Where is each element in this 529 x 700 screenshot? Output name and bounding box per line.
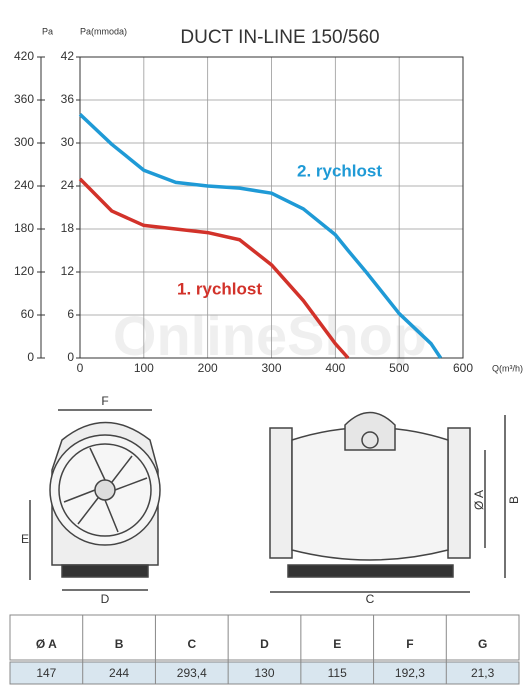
table-cell: 244 (109, 666, 129, 680)
y-tick-label: 0 (27, 350, 34, 364)
table-header: B (115, 637, 124, 651)
front-view (29, 409, 161, 591)
y2-tick-label: 42 (61, 49, 75, 63)
x-tick-label: 0 (77, 361, 84, 375)
y2-tick-label: 12 (61, 264, 75, 278)
x-tick-label: 600 (453, 361, 473, 375)
y-tick-label: 60 (21, 307, 35, 321)
dim-label: Ø A (472, 490, 486, 510)
table-cell: 115 (328, 666, 347, 680)
x-tick-label: 200 (198, 361, 218, 375)
table-cell: 192,3 (395, 666, 425, 680)
y2-axis-label: Pa(mmoda) (80, 26, 127, 36)
dim-label: E (21, 532, 29, 546)
y-tick-label: 120 (14, 264, 34, 278)
table-cell: 21,3 (471, 666, 495, 680)
y2-tick-label: 18 (61, 221, 75, 235)
y-tick-label: 300 (14, 135, 34, 149)
series-label: 2. rychlost (297, 161, 382, 180)
chart-title: DUCT IN-LINE 150/560 (180, 27, 379, 48)
series-line (78, 177, 350, 360)
y-axis-label: Pa (42, 26, 53, 36)
series-line (78, 113, 443, 359)
y2-tick-label: 36 (61, 92, 75, 106)
dim-label: B (507, 496, 521, 504)
table-cell: 147 (36, 666, 56, 680)
plot-border (79, 56, 464, 359)
data-row (9, 661, 520, 685)
x-tick-label: 500 (389, 361, 409, 375)
x-tick-label: 400 (325, 361, 345, 375)
table-header: E (333, 637, 341, 651)
header-row (9, 614, 520, 661)
dim-label: F (101, 394, 108, 408)
y-tick-label: 240 (14, 178, 34, 192)
y2-tick-label: 6 (67, 307, 74, 321)
table-header: G (478, 637, 487, 651)
table-cell: 293,4 (177, 666, 207, 680)
y2-tick-label: 24 (61, 178, 75, 192)
table-header: F (406, 637, 413, 651)
y-tick-label: 180 (14, 221, 34, 235)
table: Ø A B C D E F G 147 244 293,4 130 115 192,3 21,3 (9, 614, 520, 685)
table-header: Ø A (36, 637, 57, 651)
x-tick-label: 100 (134, 361, 154, 375)
x-axis-label: Q(m³/h) (492, 363, 523, 373)
table-cell: 130 (254, 666, 274, 680)
series-label: 1. rychlost (177, 279, 262, 298)
y-tick-label: 420 (14, 49, 34, 63)
side-view (269, 411, 506, 593)
table-header: D (260, 637, 269, 651)
y2-tick-label: 30 (61, 135, 75, 149)
watermark: OnlineShop (113, 304, 427, 367)
dim-label: D (101, 592, 110, 606)
y-tick-label: 360 (14, 92, 34, 106)
table-header: C (187, 637, 196, 651)
y2-tick-label: 0 (67, 350, 74, 364)
x-tick-label: 300 (261, 361, 281, 375)
dim-label: C (366, 592, 375, 606)
